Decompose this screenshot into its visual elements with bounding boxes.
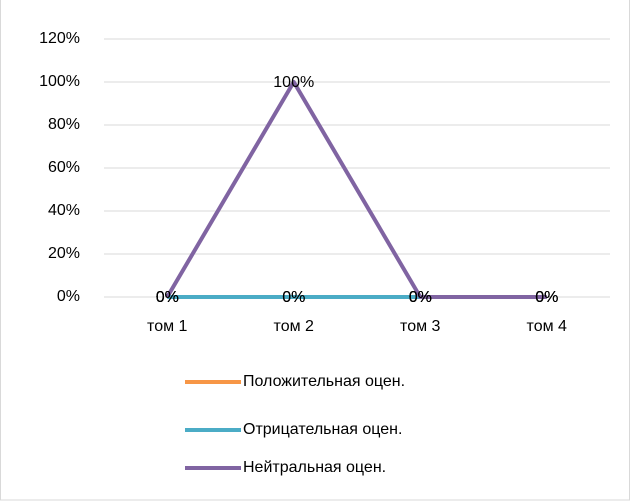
- data-label: 0%: [409, 289, 432, 306]
- y-tick-label: 80%: [48, 116, 80, 133]
- data-label: 0%: [156, 289, 179, 306]
- y-tick-label: 100%: [39, 73, 80, 90]
- x-tick-label: том 3: [400, 318, 440, 335]
- data-label: 0%: [282, 289, 305, 306]
- legend-label: Нейтральная оцен.: [243, 459, 386, 476]
- y-tick-label: 0%: [57, 288, 80, 305]
- data-label: 100%: [273, 74, 314, 91]
- x-tick-label: том 1: [147, 318, 187, 335]
- y-tick-label: 120%: [39, 30, 80, 47]
- y-tick-label: 60%: [48, 159, 80, 176]
- data-label: 0%: [535, 289, 558, 306]
- data-label: 0%: [535, 289, 558, 306]
- x-tick-label: том 2: [274, 318, 314, 335]
- y-tick-label: 40%: [48, 202, 80, 219]
- data-label: 0%: [282, 289, 305, 306]
- data-label: 0%: [156, 289, 179, 306]
- data-label: 0%: [409, 289, 432, 306]
- series-line: [165, 80, 547, 299]
- data-label: 0%: [535, 289, 558, 306]
- data-label: 0%: [156, 289, 179, 306]
- y-tick-label: 20%: [48, 245, 80, 262]
- legend-label: Положительная оцен.: [243, 373, 405, 390]
- x-tick-label: том 4: [527, 318, 567, 335]
- legend-label: Отрицательная оцен.: [243, 421, 402, 438]
- data-label: 0%: [409, 289, 432, 306]
